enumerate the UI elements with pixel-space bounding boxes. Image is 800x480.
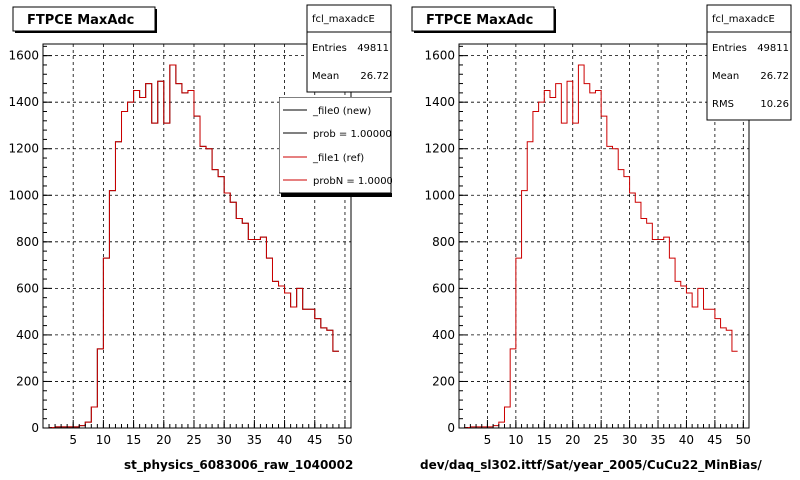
stats-label-entries: Entries: [712, 43, 747, 54]
x-tick-label: 15: [537, 433, 552, 447]
x-tick-label: 20: [156, 433, 171, 447]
histogram-series-0: [459, 64, 738, 429]
x-tick-label: 45: [707, 433, 722, 447]
title-box-shadow: [155, 9, 157, 33]
stats-label-mean: Mean: [312, 71, 339, 82]
x-tick-label: 40: [277, 433, 292, 447]
title-box-shadow-bottom: [414, 31, 556, 33]
y-tick-label: 1200: [424, 142, 455, 156]
x-tick-label: 10: [96, 433, 111, 447]
legend-label-file1: _file1 (ref): [312, 153, 364, 164]
axis-ticks: [458, 45, 750, 429]
y-tick-label: 1400: [424, 95, 455, 109]
panel-title: FTPCE MaxAdc: [27, 13, 134, 28]
x-tick-label: 10: [508, 433, 523, 447]
legend-label-probn: probN = 1.000000: [313, 176, 406, 187]
stats-label-rms: RMS: [712, 99, 734, 110]
histogram-lines: [459, 64, 738, 429]
y-tick-label: 200: [16, 374, 39, 388]
stats-label-entries: Entries: [312, 43, 347, 54]
y-tick-label: 400: [16, 328, 39, 342]
y-tick-label: 400: [432, 328, 455, 342]
tick-labels: 5 10 15 20 25 30 35 40 45 50 0 200 400 600 800 1000 1200…: [8, 49, 352, 447]
stats-name: fcl_maxadcE: [712, 14, 775, 25]
stats-box: [706, 4, 792, 121]
stats-value-entries: 49811: [357, 43, 389, 54]
title-box: [411, 6, 555, 32]
x-tick-label: 25: [186, 433, 201, 447]
y-tick-label: 600: [432, 281, 455, 295]
stats-label-mean: Mean: [712, 71, 739, 82]
y-tick-label: 1600: [424, 49, 455, 63]
title-box-shadow-bottom: [15, 31, 157, 33]
stats-name: fcl_maxadcE: [312, 14, 375, 25]
panel-title: FTPCE MaxAdc: [426, 13, 533, 28]
histogram-lines: [43, 64, 339, 429]
x-tick-label: 20: [565, 433, 580, 447]
legend-label-prob: prob = 1.000000: [313, 129, 398, 140]
stats-value-mean: 26.72: [760, 71, 789, 82]
x-tick-label: 5: [69, 433, 77, 447]
x-tick-label: 30: [217, 433, 232, 447]
histogram-panel-right: 5 10 15 20 25 30 35 40 45 50 0 200 400 600 800 1000 1200…: [411, 4, 792, 473]
grid-lines: [43, 44, 351, 428]
x-tick-label: 25: [594, 433, 609, 447]
y-tick-label: 200: [432, 374, 455, 388]
x-axis-label: st_physics_6083006_raw_1040002: [124, 458, 353, 473]
y-tick-label: 1200: [8, 142, 39, 156]
x-tick-label: 50: [736, 433, 751, 447]
legend-label-file0: _file0 (new): [312, 106, 371, 117]
stats-value-rms: 10.26: [760, 99, 789, 110]
grid-lines: [459, 44, 749, 428]
y-tick-label: 0: [31, 421, 39, 435]
tick-labels: 5 10 15 20 25 30 35 40 45 50 0 200 400 600 800 1000 1200…: [424, 49, 751, 447]
legend-box: _file0 (new) prob = 1.000000 _file1 (ref…: [279, 97, 406, 197]
stats-value-entries: 49811: [757, 43, 789, 54]
x-tick-label: 45: [307, 433, 322, 447]
y-tick-label: 600: [16, 281, 39, 295]
x-tick-label: 40: [679, 433, 694, 447]
y-tick-label: 1000: [424, 188, 455, 202]
histogram-panel-left: 5 10 15 20 25 30 35 40 45 50 0 200 400 600 800 1000 1200…: [8, 4, 406, 473]
x-tick-label: 50: [337, 433, 352, 447]
y-tick-label: 1600: [8, 49, 39, 63]
plot-frame: [458, 43, 750, 429]
y-tick-label: 1000: [8, 188, 39, 202]
x-tick-label: 15: [126, 433, 141, 447]
title-box-shadow: [554, 9, 556, 33]
stats-value-mean: 26.72: [360, 71, 389, 82]
y-tick-label: 0: [447, 421, 455, 435]
stats-box: [306, 4, 392, 93]
histogram-series-1: [43, 64, 339, 429]
y-tick-label: 800: [432, 235, 455, 249]
y-tick-label: 1400: [8, 95, 39, 109]
y-tick-label: 800: [16, 235, 39, 249]
x-tick-label: 30: [622, 433, 637, 447]
x-axis-label: dev/daq_sl302.ittf/Sat/year_2005/CuCu22_…: [420, 458, 762, 473]
x-tick-label: 35: [650, 433, 665, 447]
x-tick-label: 5: [484, 433, 492, 447]
axis-ticks: [42, 45, 352, 429]
x-tick-label: 35: [247, 433, 262, 447]
